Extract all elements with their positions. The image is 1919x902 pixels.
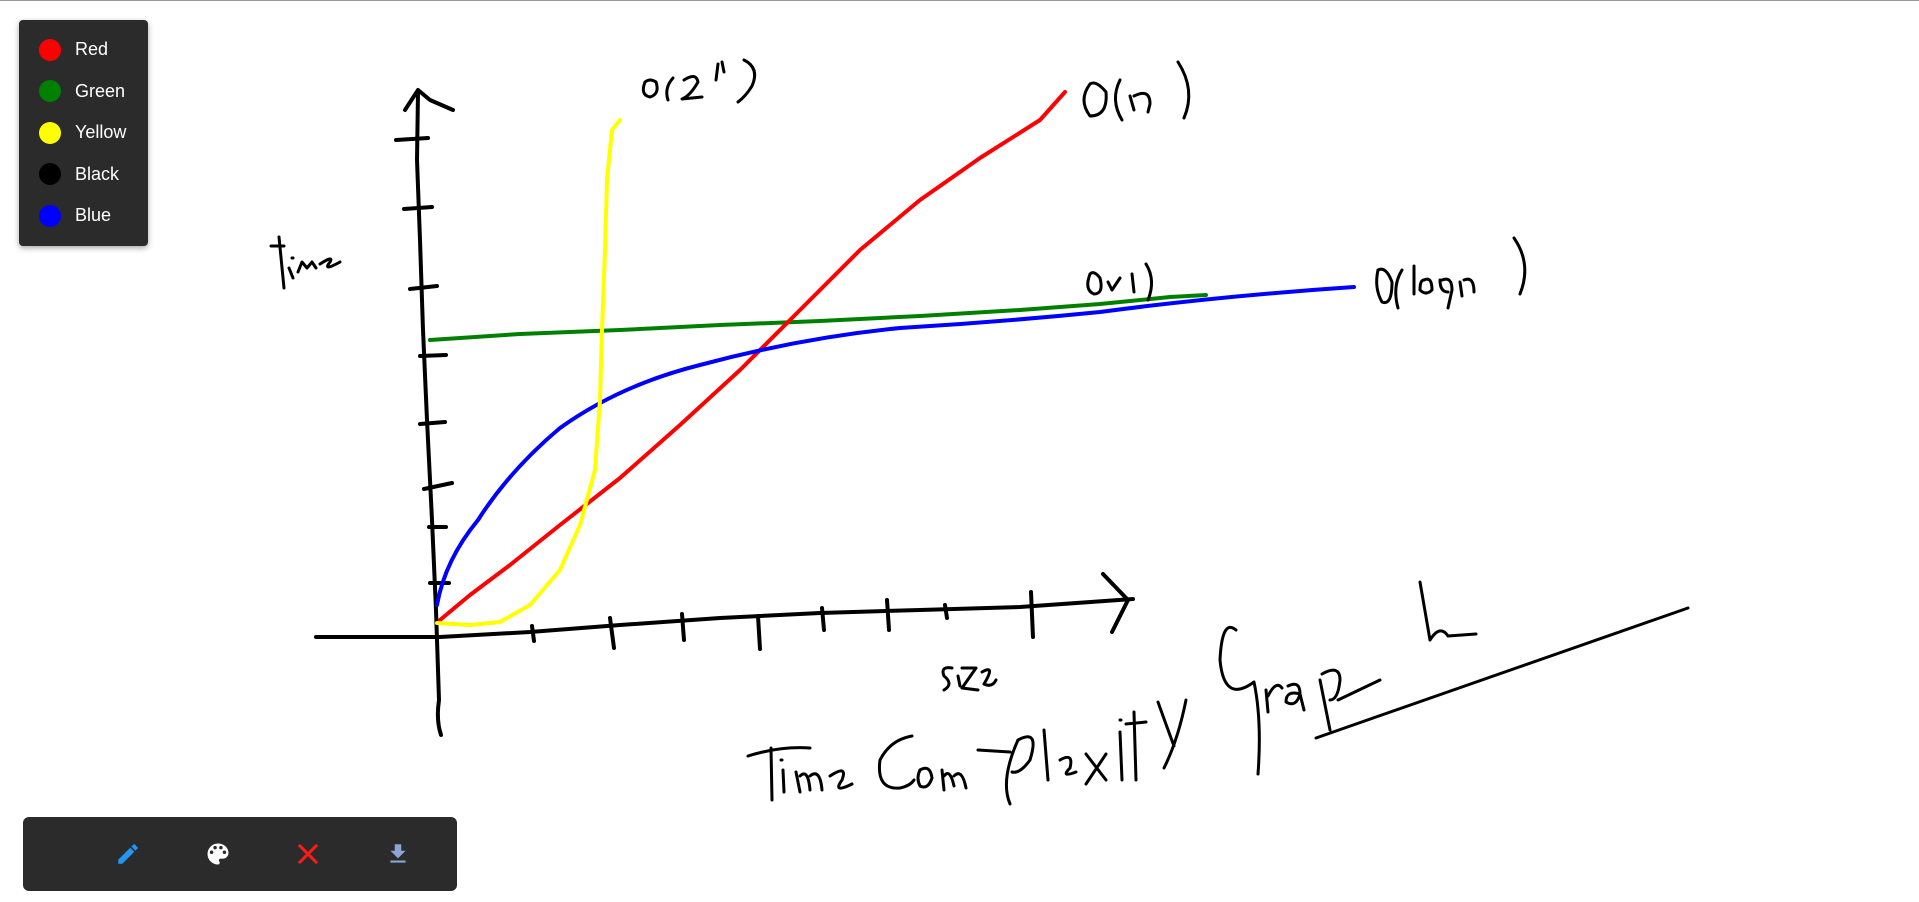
handwritten-size-label [941,666,998,692]
download-icon [390,844,406,863]
palette-item-label: Red [75,39,109,60]
x-tick [680,612,686,642]
palette-item-blue[interactable]: Blue [19,195,148,237]
handwritten-time-label [269,235,342,290]
palette-item-label: Black [75,163,120,184]
green-swatch-icon [39,80,61,103]
palette-icon [207,843,229,865]
green-curve-constant [428,293,1208,342]
red-curve-linear [438,90,1067,622]
y-tick [422,481,454,491]
y-axis [415,90,443,737]
download-button[interactable] [353,826,443,882]
color-palette: Red Green Yellow Black Blue [19,20,148,246]
y-tick [418,420,447,426]
x-tick [530,624,536,643]
red-swatch-icon [39,38,61,61]
window-top-border [0,0,1919,1]
x-axis [314,597,1135,639]
handwriting [269,58,1690,806]
yellow-curve-exponential [435,118,622,627]
x-tick [820,606,826,632]
palette-item-yellow[interactable]: Yellow [19,112,148,154]
x-tick [608,616,616,650]
black-swatch-icon [39,163,61,186]
palette-item-black[interactable]: Black [19,154,148,196]
x-tick [943,603,949,620]
y-tick [408,284,439,291]
handwritten-exponential-label [641,58,757,104]
palette-item-red[interactable]: Red [19,29,148,71]
y-tick [394,136,430,142]
handwritten-title-label [746,580,1690,806]
palette-item-label: Blue [75,205,112,226]
title-underline [1314,606,1690,740]
y-axis-arrow [403,88,455,112]
blue-swatch-icon [39,204,61,227]
x-axis-arrow [1101,572,1130,634]
handwritten-linear-label [1082,60,1191,122]
handwritten-constant-label [1086,262,1153,302]
pencil-icon [118,844,138,864]
y-tick [402,205,434,211]
x-tick [1029,590,1035,639]
x-tick [885,598,891,632]
blue-curve-logarithmic [435,285,1356,607]
clear-button[interactable] [263,826,353,882]
close-icon [298,844,318,864]
palette-item-label: Yellow [75,122,127,143]
palette-button[interactable] [173,826,263,882]
yellow-swatch-icon [39,121,61,144]
palette-item-green[interactable]: Green [19,71,148,113]
handwritten-logarithmic-label [1375,236,1527,310]
y-tick [418,353,448,358]
palette-item-label: Green [75,80,126,101]
drawing-toolbar [23,817,457,891]
axes [314,88,1135,737]
pencil-button[interactable] [83,826,173,882]
x-tick [756,614,762,651]
